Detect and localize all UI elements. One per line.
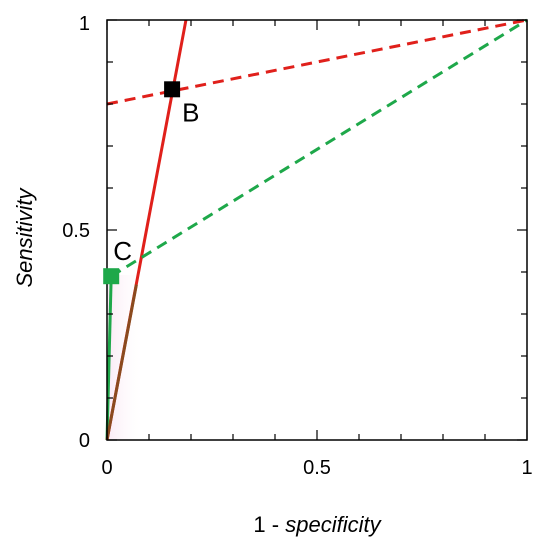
y-tick-label-0: 0 (79, 430, 90, 452)
x-tick-label-0: 0 (101, 457, 112, 479)
y-tick-label-1: 0.5 (62, 220, 90, 242)
series-line-2 (110, 18, 528, 278)
x-axis-label-prefix: 1 - (253, 512, 285, 537)
series-overlap-line (105, 284, 138, 441)
y-axis-label: Sensitivity (12, 186, 37, 287)
x-tick-label-2: 1 (521, 457, 532, 479)
point-marker-b (164, 81, 181, 98)
point-label-b: B (182, 97, 199, 127)
points-layer: BC (103, 81, 199, 285)
y-tick-label-2: 1 (79, 13, 90, 35)
x-axis-label-italic: specificity (285, 512, 382, 537)
x-axis-label: 1 - specificity (253, 512, 382, 537)
plot-frame (106, 19, 528, 441)
x-tick-label-1: 0.5 (303, 457, 331, 479)
shaded-region (108, 275, 145, 440)
point-label-c: C (113, 236, 132, 266)
point-marker-c (103, 268, 120, 285)
